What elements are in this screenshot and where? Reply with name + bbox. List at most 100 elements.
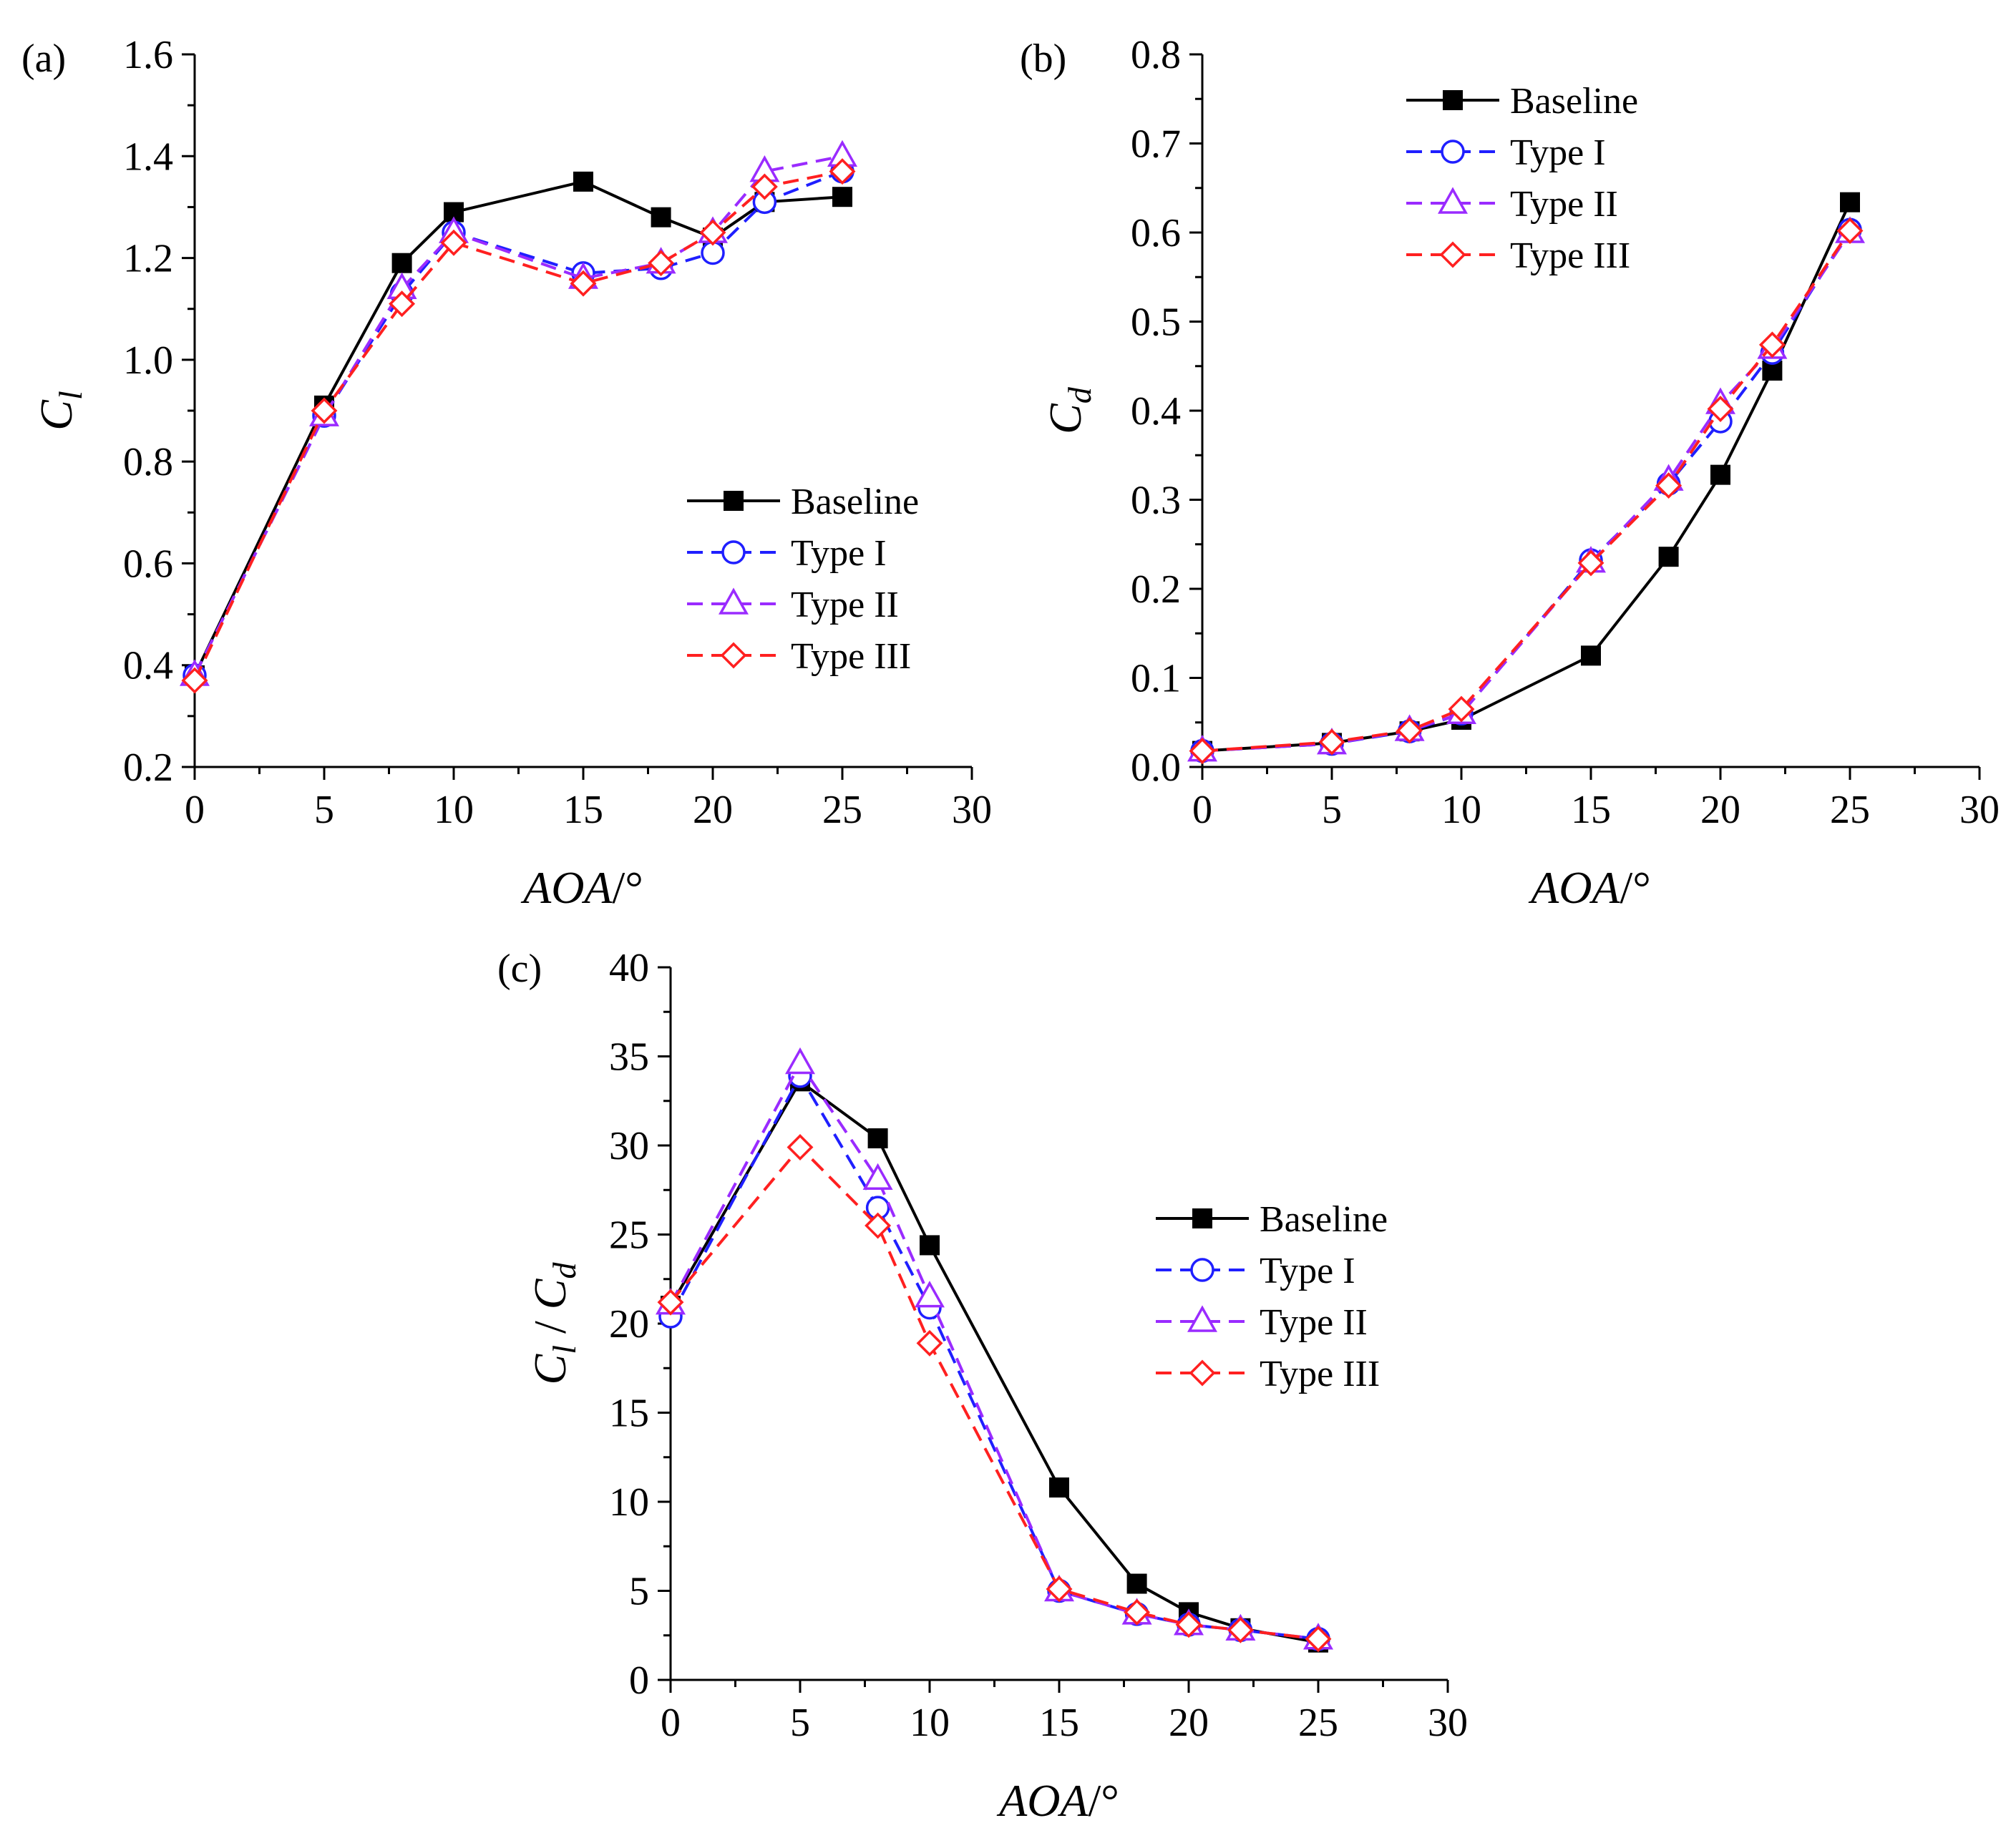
y-axis-title: Cl / Cd	[525, 1262, 583, 1385]
legend-label: Type II	[1510, 184, 1618, 225]
series-type-i	[182, 159, 854, 688]
x-tick-label: 30	[1959, 788, 2000, 832]
data-point	[1710, 464, 1730, 485]
series-line	[1202, 201, 1851, 753]
legend: Baseline Type I Type II Type III	[1406, 81, 1638, 276]
data-point	[829, 158, 856, 185]
data-point	[1124, 1598, 1151, 1626]
panel-label: (c)	[497, 947, 542, 991]
y-tick-label: 15	[609, 1392, 649, 1436]
x-tick-label: 0	[661, 1701, 681, 1745]
series-line	[193, 155, 843, 676]
x-tick-label: 30	[1428, 1701, 1468, 1745]
y-tick-label: 0.5	[1131, 300, 1181, 345]
legend-label: Type I	[1260, 1251, 1355, 1291]
data-point	[570, 270, 597, 297]
chart-panel-c: 0 5 10 15 20 25 30 0 5 10 15 20 25 30 35 40 (c) AOA/° Cl /…	[497, 946, 1468, 1823]
legend-label: Type II	[791, 585, 899, 625]
data-point	[440, 229, 467, 256]
legend: Baseline Type I Type II Type III	[1156, 1199, 1388, 1394]
x-axis-title: AOA/°	[1528, 862, 1651, 913]
y-tick-label: 0.0	[1131, 746, 1181, 790]
x-tick-label: 5	[790, 1701, 810, 1745]
data-point	[1049, 1477, 1069, 1498]
y-tick-label: 20	[609, 1302, 649, 1347]
data-point	[920, 1235, 940, 1256]
x-axis-title: AOA/°	[520, 862, 643, 913]
data-point	[1655, 472, 1683, 499]
y-tick-label: 0.8	[1131, 33, 1181, 77]
y-tick-label: 1.2	[123, 237, 173, 281]
legend-label: Type II	[1260, 1302, 1368, 1343]
legend-marker	[719, 587, 749, 615]
data-point	[862, 1163, 893, 1191]
x-tick-label: 30	[952, 788, 992, 832]
panel-label: (b)	[1020, 36, 1066, 81]
series-type-ii	[180, 140, 857, 686]
x-tick-label: 5	[314, 788, 334, 832]
data-point	[832, 187, 852, 207]
data-point	[699, 219, 726, 246]
legend-marker	[1438, 187, 1468, 214]
x-tick-label: 10	[1441, 788, 1481, 832]
y-tick-label: 1.4	[123, 135, 173, 179]
series-type-i	[1190, 218, 1862, 763]
legend-label: Type III	[1260, 1354, 1380, 1394]
legend-marker	[1187, 1305, 1217, 1332]
series-line	[1202, 230, 1851, 753]
x-tick-label: 25	[1830, 788, 1870, 832]
data-point	[785, 1047, 815, 1075]
y-tick-label: 0.7	[1131, 122, 1181, 167]
series-line	[193, 170, 843, 676]
y-tick-label: 1.6	[123, 33, 173, 77]
series-type-ii	[1187, 216, 1865, 762]
legend-label: Type I	[1510, 132, 1606, 173]
x-tick-label: 15	[1039, 1701, 1079, 1745]
data-point	[915, 1281, 945, 1308]
data-point	[1840, 192, 1860, 212]
x-tick-label: 10	[910, 1701, 950, 1745]
x-tick-label: 20	[1169, 1701, 1209, 1745]
x-tick-label: 5	[1322, 788, 1342, 832]
x-tick-label: 20	[693, 788, 733, 832]
data-point	[751, 173, 778, 200]
x-tick-label: 25	[1298, 1701, 1338, 1745]
series-line	[1202, 231, 1851, 753]
data-point	[867, 1128, 888, 1149]
legend-label: Type III	[1510, 235, 1630, 276]
y-tick-label: 0.6	[123, 542, 173, 586]
data-point	[1046, 1575, 1073, 1603]
y-tick-label: 0.3	[1131, 479, 1181, 523]
legend-marker	[1192, 1208, 1212, 1228]
y-tick-label: 25	[609, 1213, 649, 1258]
legend-label: Baseline	[791, 482, 919, 522]
y-tick-label: 0.4	[1131, 389, 1181, 434]
data-point	[1189, 738, 1216, 765]
legend-marker	[1441, 140, 1465, 164]
x-tick-label: 25	[822, 788, 862, 832]
data-point	[1318, 728, 1345, 756]
data-point	[1448, 695, 1475, 723]
legend-marker	[1439, 241, 1466, 268]
series-line	[669, 1074, 1319, 1641]
legend-marker	[724, 491, 744, 511]
series-line	[669, 1062, 1319, 1641]
x-tick-label: 0	[1192, 788, 1212, 832]
legend-label: Type I	[791, 533, 887, 574]
x-tick-label: 0	[185, 788, 205, 832]
y-tick-label: 35	[609, 1035, 649, 1080]
data-point	[181, 667, 208, 694]
data-point	[648, 250, 675, 277]
y-axis-title: Cd	[1040, 386, 1098, 434]
y-tick-label: 10	[609, 1480, 649, 1525]
data-point	[1126, 1573, 1147, 1594]
series-type-iii	[1189, 218, 1864, 765]
x-axis-title: AOA/°	[996, 1775, 1119, 1823]
legend-marker	[1443, 90, 1463, 110]
x-tick-label: 20	[1700, 788, 1740, 832]
data-point	[1658, 547, 1679, 567]
legend-marker	[721, 540, 746, 565]
data-point	[651, 207, 671, 228]
legend-label: Type III	[791, 636, 911, 677]
